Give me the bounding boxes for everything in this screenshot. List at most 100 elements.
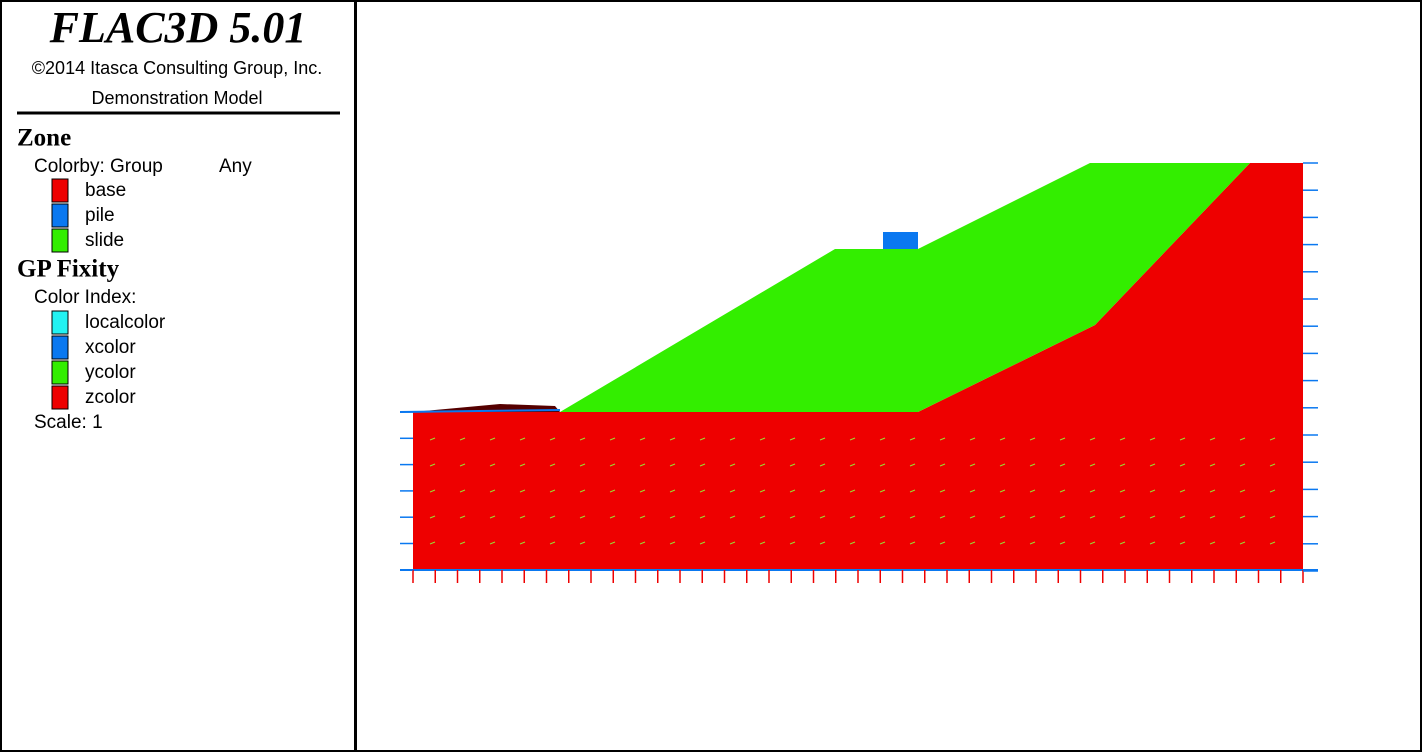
- displacement: [909, 489, 916, 493]
- displacement: [1239, 541, 1246, 545]
- displacement: [579, 463, 586, 467]
- displacement: [909, 463, 916, 467]
- displacement: [939, 515, 946, 519]
- displacement: [1089, 541, 1096, 545]
- displacement: [939, 489, 946, 493]
- displacement: [1089, 489, 1096, 493]
- legend-swatch: [51, 385, 69, 410]
- displacement: [939, 437, 946, 441]
- displacement: [999, 437, 1006, 441]
- displacement: [849, 541, 856, 545]
- displacement: [459, 541, 466, 545]
- displacement: [1059, 463, 1066, 467]
- displacement: [1239, 489, 1246, 493]
- displacement: [549, 463, 556, 467]
- legend-swatch: [51, 310, 69, 335]
- displacement: [789, 541, 796, 545]
- displacement: [1089, 437, 1096, 441]
- displacement: [609, 437, 616, 441]
- displacement: [669, 463, 676, 467]
- displacement: [579, 541, 586, 545]
- fixity-ticks: [399, 162, 1318, 583]
- x-fixity: [399, 409, 561, 413]
- displacement: [1179, 489, 1186, 493]
- displacement: [969, 489, 976, 493]
- displacement: [639, 437, 646, 441]
- displacement: [699, 515, 706, 519]
- displacement: [729, 463, 736, 467]
- displacement: [519, 437, 526, 441]
- displacement: [429, 541, 436, 545]
- displacement: [729, 437, 736, 441]
- displacement: [519, 463, 526, 467]
- displacement: [699, 489, 706, 493]
- section-title: Zone: [17, 125, 71, 152]
- displacement: [609, 463, 616, 467]
- displacement: [999, 489, 1006, 493]
- displacement: [909, 515, 916, 519]
- displacement: [669, 489, 676, 493]
- displacement: [459, 515, 466, 519]
- slide-zone: [560, 163, 1250, 412]
- displacement: [579, 437, 586, 441]
- displacement: [1179, 437, 1186, 441]
- displacement: [819, 489, 826, 493]
- displacement: [1269, 541, 1276, 545]
- displacement: [819, 515, 826, 519]
- displacement: [1029, 541, 1036, 545]
- displacement: [879, 541, 886, 545]
- displacement: [459, 463, 466, 467]
- displacement: [1029, 463, 1036, 467]
- displacement: [1059, 437, 1066, 441]
- displacement: [849, 515, 856, 519]
- displacement: [969, 515, 976, 519]
- displacement: [519, 515, 526, 519]
- displacement: [639, 541, 646, 545]
- displacement: [489, 541, 496, 545]
- displacement: [699, 463, 706, 467]
- displacement: [1269, 463, 1276, 467]
- title: FLAC3D 5.01: [49, 3, 307, 52]
- displacement: [459, 437, 466, 441]
- scope: Any: [219, 156, 252, 177]
- displacement: [489, 437, 496, 441]
- displacement: [1089, 515, 1096, 519]
- displacement: [699, 541, 706, 545]
- displacement: [1269, 515, 1276, 519]
- displacement: [609, 515, 616, 519]
- displacement: [969, 437, 976, 441]
- displacement: [999, 515, 1006, 519]
- displacement: [429, 437, 436, 441]
- displacement: [879, 489, 886, 493]
- color-index: Color Index:: [34, 287, 136, 308]
- legend-label: pile: [85, 205, 115, 226]
- displacement: [1269, 489, 1276, 493]
- displacement: [429, 489, 436, 493]
- displacement: [1149, 463, 1156, 467]
- displacement: [759, 541, 766, 545]
- displacement: [999, 541, 1006, 545]
- displacement: [639, 463, 646, 467]
- displacement: [429, 463, 436, 467]
- displacement: [429, 515, 436, 519]
- displacement: [579, 515, 586, 519]
- copyright: ©2014 Itasca Consulting Group, Inc.: [32, 58, 322, 78]
- displacement: [489, 463, 496, 467]
- displacement: [1209, 515, 1216, 519]
- displacement: [759, 489, 766, 493]
- displacement: [1119, 489, 1126, 493]
- legend-swatch: [51, 228, 69, 253]
- displacement: [669, 437, 676, 441]
- displacement: [879, 437, 886, 441]
- model-view: [399, 162, 1318, 583]
- displacement: [669, 541, 676, 545]
- displacement: [999, 463, 1006, 467]
- displacement: [489, 489, 496, 493]
- displacement: [1059, 515, 1066, 519]
- legend-label: localcolor: [85, 312, 166, 333]
- displacement: [639, 489, 646, 493]
- legend-swatch: [51, 360, 69, 385]
- displacement: [789, 515, 796, 519]
- displacement: [1059, 489, 1066, 493]
